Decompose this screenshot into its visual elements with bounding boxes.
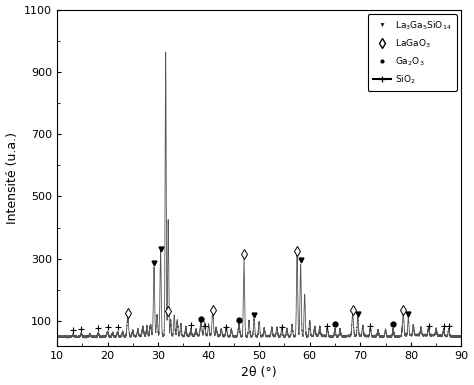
Legend: $\mathrm{La_3Ga_5SiO_{14}}$, $\mathrm{LaGaO_3}$, $\mathrm{Ga_2O_3}$, $\mathrm{Si: $\mathrm{La_3Ga_5SiO_{14}}$, $\mathrm{La… bbox=[368, 14, 457, 91]
Y-axis label: Intensité (u.a.): Intensité (u.a.) bbox=[6, 132, 18, 224]
X-axis label: 2θ (°): 2θ (°) bbox=[241, 367, 277, 380]
